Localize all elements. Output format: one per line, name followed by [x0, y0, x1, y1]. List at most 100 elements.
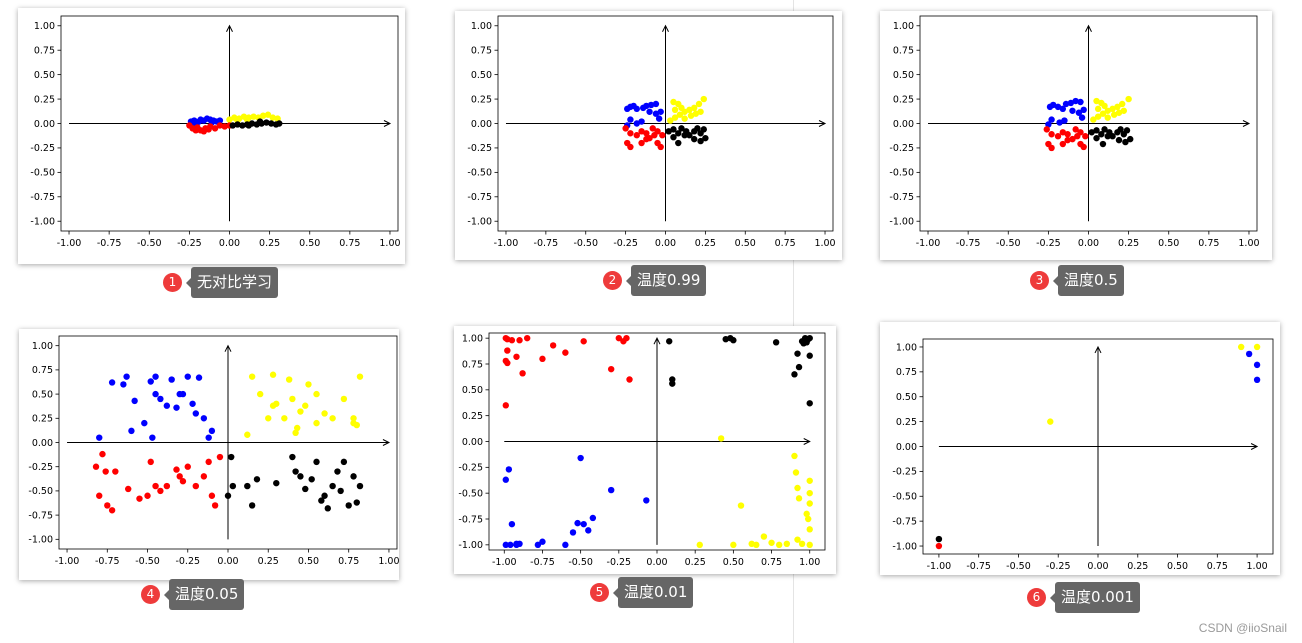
y-tick-label: 0.50 [893, 70, 914, 81]
black-point [700, 126, 707, 133]
red-point [638, 139, 645, 147]
yellow-point [244, 431, 251, 438]
yellow-point [696, 541, 703, 549]
blue-point [1245, 350, 1253, 358]
yellow-point [1047, 418, 1054, 425]
caption-label: 温度0.05 [169, 579, 245, 610]
red-point [152, 482, 159, 490]
black-point [289, 453, 296, 461]
x-tick-label: 0.75 [775, 238, 796, 249]
x-tick-label: -0.75 [95, 556, 120, 567]
caption-label: 无对比学习 [191, 267, 279, 298]
y-tick-label: 1.00 [462, 333, 483, 344]
yellow-point [243, 116, 251, 123]
blue-point [1049, 101, 1057, 109]
y-tick-label: 1.00 [32, 341, 53, 352]
yellow-point [686, 106, 693, 114]
blue-point [149, 434, 156, 441]
black-point [224, 492, 232, 499]
yellow-point [806, 489, 813, 497]
y-tick-label: -0.25 [28, 462, 53, 473]
chart-panel-6: -1.00 -0.75 -0.50 -0.25 0.00 0.25 0.50 0.75 1.00… [880, 322, 1280, 575]
red-point [1069, 135, 1076, 143]
y-tick-label: -0.25 [30, 143, 55, 154]
black-point [702, 134, 709, 142]
yellow-point [806, 500, 813, 507]
red-point [1059, 140, 1067, 148]
x-arrow-head [1250, 443, 1259, 450]
yellow-point [356, 373, 364, 380]
yellow-point [798, 540, 806, 547]
yellow-point [681, 115, 688, 122]
blue-point [152, 390, 159, 398]
y-tick-label: -1.00 [30, 217, 55, 228]
yellow-point [269, 402, 277, 409]
x-tick-label: 0.00 [1078, 238, 1099, 249]
red-point [92, 463, 100, 470]
black-point [244, 482, 251, 490]
y-tick-label: 1.00 [893, 21, 914, 32]
red-point [216, 453, 224, 461]
yellow-point [700, 95, 707, 103]
black-point [1098, 131, 1105, 138]
caption-1: 1 无对比学习 [163, 267, 279, 298]
blue-point [657, 108, 664, 115]
x-tick-label: 1.00 [378, 556, 399, 567]
caption-label: 温度0.99 [631, 265, 707, 296]
yellow-point [730, 541, 737, 549]
black-point [340, 458, 348, 466]
blue-point [1072, 97, 1079, 105]
red-point [192, 127, 199, 134]
yellow-point [783, 540, 791, 547]
black-point [1093, 134, 1100, 142]
yellow-point [681, 108, 688, 115]
black-point [806, 400, 813, 407]
x-tick-label: -0.25 [1046, 561, 1071, 572]
x-tick-label: 1.00 [1247, 561, 1268, 572]
yellow-point [274, 115, 281, 122]
blue-point [1253, 376, 1261, 384]
yellow-point [806, 526, 813, 533]
x-arrow-head [818, 120, 827, 127]
blue-point [192, 410, 200, 417]
blue-point [1059, 105, 1067, 113]
yellow-point [1090, 116, 1097, 123]
y-tick-label: -0.75 [28, 510, 53, 521]
x-tick-label: -0.25 [177, 238, 202, 249]
chart-panel-5: -1.00 -0.75 -0.50 -0.25 0.00 0.25 0.50 0.75 1.00… [454, 326, 836, 574]
y-tick-label: -0.50 [467, 168, 492, 179]
y-tick-label: -0.50 [28, 486, 53, 497]
y-tick-label: 0.25 [471, 94, 492, 105]
y-tick-label: -0.75 [467, 192, 492, 203]
y-tick-label: -1.00 [892, 541, 917, 552]
y-tick-label: 1.00 [896, 342, 917, 353]
x-tick-label: 0.75 [1207, 561, 1228, 572]
y-tick-label: 0.50 [462, 385, 483, 396]
yellow-point [753, 541, 760, 549]
black-point [794, 350, 801, 357]
blue-point [1078, 114, 1086, 121]
blue-point [147, 378, 154, 385]
blue-point [1061, 117, 1068, 124]
yellow-point [1101, 102, 1108, 110]
x-tick-label: 1.00 [379, 238, 400, 249]
x-tick-label: -1.00 [916, 238, 941, 249]
yellow-point [250, 113, 257, 120]
chart-panel-3: -1.00 -0.75 -0.50 -0.25 0.00 0.25 0.50 0.75 1.00… [880, 11, 1272, 260]
blue-point [1075, 109, 1083, 116]
black-point [665, 128, 672, 135]
red-point [1048, 131, 1055, 138]
blue-point [646, 108, 653, 115]
caption-4: 4 温度0.05 [141, 579, 245, 610]
black-point [324, 505, 331, 512]
red-point [502, 402, 509, 409]
x-arrow-head [803, 438, 811, 445]
blue-point [502, 476, 509, 483]
blue-point [652, 110, 660, 117]
black-point [1115, 136, 1123, 144]
red-point [205, 126, 212, 133]
yellow-point [1099, 110, 1107, 117]
yellow-point [329, 415, 336, 422]
caption-number-badge: 5 [590, 583, 609, 602]
yellow-point [353, 421, 360, 429]
